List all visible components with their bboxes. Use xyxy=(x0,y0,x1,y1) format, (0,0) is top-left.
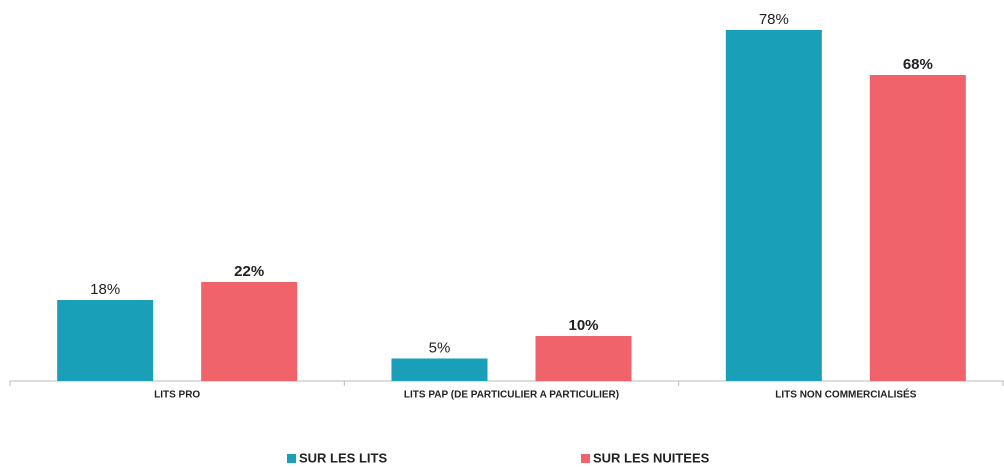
legend-label: SUR LES LITS xyxy=(299,450,387,465)
bar xyxy=(391,358,488,381)
value-label: 78% xyxy=(759,11,789,28)
legend-swatch xyxy=(581,454,590,463)
value-label: 10% xyxy=(568,317,598,334)
x-tick-label: LITS PAP (DE PARTICULIER A PARTICULIER) xyxy=(404,390,619,401)
x-tick-label: LITS NON COMMERCIALISÉS xyxy=(775,388,916,401)
legend-swatch xyxy=(287,454,296,463)
bar xyxy=(725,30,822,381)
bar xyxy=(201,282,298,381)
bar xyxy=(869,75,966,381)
value-label: 22% xyxy=(234,263,264,280)
bar xyxy=(57,300,154,381)
value-label: 5% xyxy=(429,339,451,356)
legend-label: SUR LES NUITEES xyxy=(593,450,710,465)
value-label: 18% xyxy=(90,281,120,298)
value-label: 68% xyxy=(903,56,933,73)
bar xyxy=(535,336,632,381)
x-tick-label: LITS PRO xyxy=(154,390,200,401)
